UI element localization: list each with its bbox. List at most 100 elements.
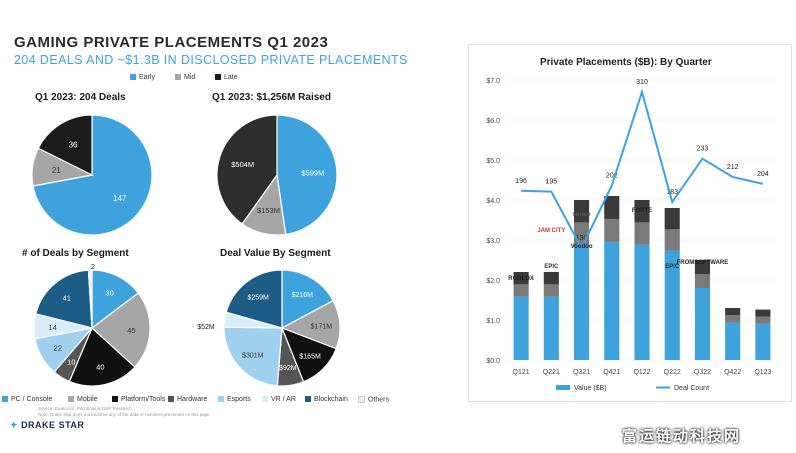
company-logo-label: JAM CITY: [537, 228, 565, 234]
company-logo-label: ROBLOX: [508, 276, 534, 282]
legend-swatch: [168, 396, 174, 403]
deal-count-label: 310: [636, 79, 648, 86]
pie-slice: [281, 269, 334, 330]
deal-count-label: 202: [606, 173, 618, 180]
bar-segment: [604, 196, 620, 219]
pie-slice: [216, 114, 278, 225]
company-logo-label: FROMSOFTWARE: [677, 260, 729, 266]
bar-segment: [543, 284, 559, 297]
company-logo-label: sorare: [572, 212, 591, 218]
deal-count-label: 195: [545, 179, 557, 186]
pie-title-segment-deals: # of Deals by Segment: [22, 248, 129, 259]
legend-late: Late: [215, 74, 238, 81]
legend-label: Late: [224, 74, 238, 81]
bar-segment: [513, 296, 529, 360]
pie-slice-label: $504M: [231, 160, 254, 169]
company-logo-label: FORTE: [632, 208, 652, 214]
pie-chart-value-segment: $216M $171M $165M$92M $301M $52M $259M: [197, 269, 341, 387]
legend-deal-count-label: Deal Count: [674, 385, 709, 392]
legend-label: VR / AR: [271, 396, 296, 403]
bar-segment: [725, 315, 741, 323]
pie-slice-label: 14: [48, 323, 56, 332]
bar-segment: [664, 250, 680, 360]
legend-swatch: [218, 396, 224, 403]
star-icon: ✦: [10, 420, 19, 430]
bar-segment: [664, 208, 680, 230]
bar-segment: [694, 274, 710, 288]
legend-label: Esports: [227, 396, 251, 403]
legend-value-label: Value ($B): [574, 385, 607, 392]
pie-slice-label: 30: [105, 289, 113, 298]
pie-slice-label: $301M: [242, 353, 264, 360]
bar-segment: [634, 200, 650, 223]
legend-vr-ar: VR / AR: [262, 396, 296, 403]
legend-swatch: [358, 396, 365, 403]
legend-mobile: Mobile: [68, 396, 98, 403]
page-title: GAMING PRIVATE PLACEMENTS Q1 2023: [14, 34, 329, 51]
pie-slice-label: $259M: [247, 295, 269, 302]
bar-segment: [634, 244, 650, 360]
legend-swatch: [215, 74, 221, 81]
pie-slice-label: $52M: [197, 324, 215, 331]
legend-swatch: [305, 396, 311, 403]
y-tick-label: $4.0: [486, 198, 500, 205]
legend-platform-tools: Platform/Tools: [112, 396, 165, 403]
pie-slice-label: $216M: [292, 292, 314, 299]
bar-segment: [574, 200, 590, 223]
bar-segment: [755, 323, 771, 360]
company-logo-label: EPIC: [665, 264, 680, 270]
bar-segment: [543, 272, 559, 285]
x-tick-label: Q221: [543, 369, 560, 376]
page-subtitle: 204 DEALS AND ~$1.3B IN DISCLOSED PRIVAT…: [14, 53, 408, 67]
bar-segment: [755, 309, 771, 317]
bar-segment: [664, 229, 680, 251]
bar-segment: [725, 322, 741, 360]
x-tick-label: Q222: [664, 369, 681, 376]
bar-segment: [513, 284, 529, 297]
pie-title-segment-value: Deal Value By Segment: [220, 248, 331, 259]
legend-early: Early: [130, 74, 155, 81]
legend-label: Platform/Tools: [121, 396, 166, 403]
y-tick-label: $7.0: [486, 78, 500, 85]
legend-label: Early: [139, 74, 155, 81]
legend-swatch: [2, 396, 8, 403]
y-tick-label: $2.0: [486, 278, 500, 285]
pie-slice-label: 45: [127, 326, 135, 335]
x-tick-label: Q322: [694, 369, 711, 376]
legend-swatch: [262, 396, 268, 403]
pie-slice: [91, 269, 140, 330]
pie-slice-label: 10: [67, 358, 75, 367]
pie-slice: [87, 269, 93, 329]
legend-label: Mid: [184, 74, 196, 81]
legend-label: PC / Console: [11, 396, 53, 403]
legend-mid: Mid: [175, 74, 195, 81]
watermark: 富运链动科技网: [622, 428, 742, 445]
company-logo-label: EPIC: [544, 264, 559, 270]
pie-chart-raised-stage: $599M $153M $504M: [216, 114, 338, 236]
pie-slice-label: 22: [54, 344, 62, 353]
legend-swatch: [175, 74, 181, 81]
deal-count-label: 204: [757, 171, 769, 178]
brand-logo: ✦ DRAKE STAR: [10, 420, 84, 431]
legend-label: Mobile: [77, 396, 98, 403]
pie-slice-label: $92M: [279, 365, 297, 372]
legend-pc-console: PC / Console: [2, 396, 52, 403]
pie-slice-label: 21: [52, 166, 61, 175]
pie-slice-label: 36: [69, 140, 78, 149]
pie-slice: [225, 269, 283, 329]
deal-count-label: 130: [576, 235, 588, 242]
pie-slice-label: 2: [91, 262, 95, 271]
legend-hardware: Hardware: [168, 396, 207, 403]
x-tick-label: Q421: [603, 369, 620, 376]
pie-chart-deals-segment: 30 45 40 10 22 14 41 2: [33, 262, 151, 387]
bar-segment: [574, 244, 590, 360]
deal-count-label: 233: [697, 146, 709, 153]
pie-slice-label: $153M: [257, 206, 280, 215]
brand-name: DRAKE STAR: [21, 420, 85, 430]
footnote-note: Note: Drake Star does not endorse any of…: [38, 412, 210, 417]
pie-slice: [91, 292, 151, 368]
x-tick-label: Q122: [633, 369, 650, 376]
company-logo-label: Voodoo: [571, 244, 593, 250]
legend-label: Hardware: [177, 396, 208, 403]
legend-bar-swatch: [556, 385, 570, 390]
